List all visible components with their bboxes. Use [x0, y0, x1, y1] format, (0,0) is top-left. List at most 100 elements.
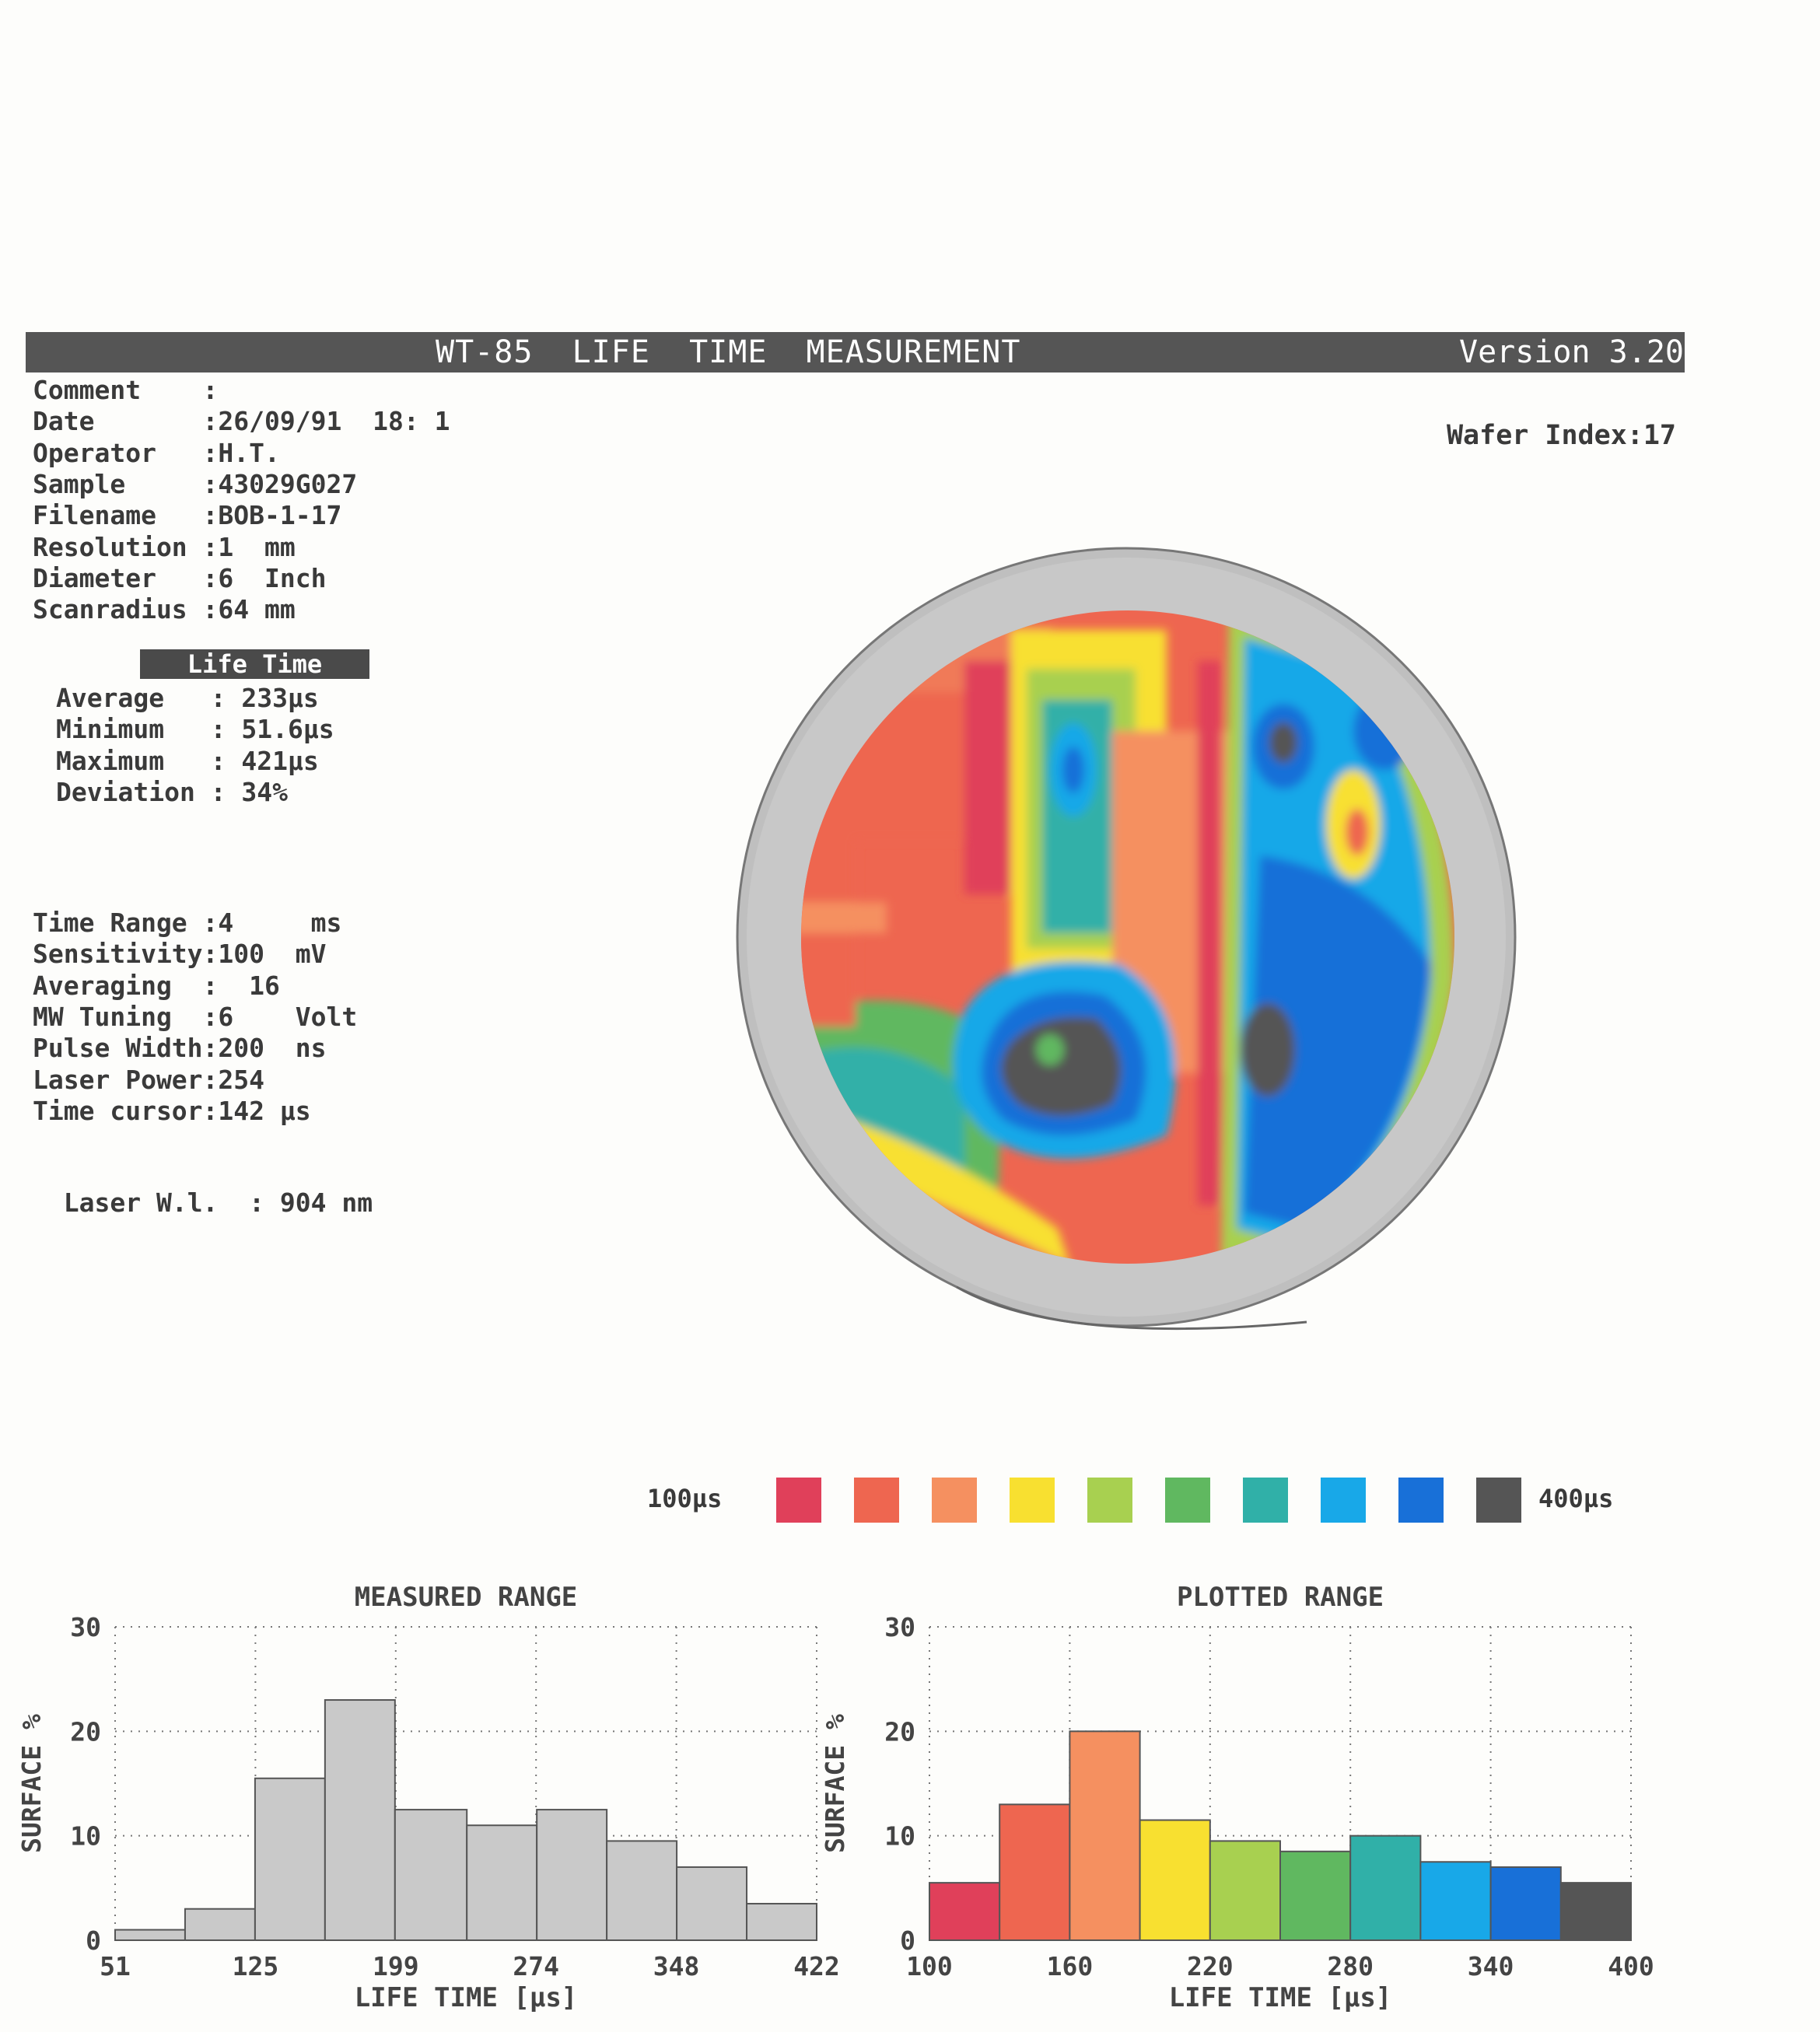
x-tick-label: 348 [653, 1951, 700, 1981]
settings-row: Averaging : 16 [33, 971, 280, 1001]
legend-swatch [1165, 1478, 1210, 1523]
x-tick-label: 125 [233, 1951, 279, 1981]
plotted-range-histogram: PLOTTED RANGE 0 10 20 30 100 160 220 280 340 400 LI… [820, 1582, 1654, 2013]
legend-min-label: 100µs [647, 1484, 723, 1513]
meta-separator: : [202, 500, 219, 531]
x-tick-label: 280 [1327, 1951, 1374, 1981]
y-tick-label: 10 [884, 1821, 915, 1852]
settings-label: MW Tuning [33, 1001, 203, 1032]
legend-max-label: 400µs [1538, 1484, 1614, 1513]
meta-value: 6 Inch [218, 562, 327, 593]
settings-separator: : [202, 1001, 219, 1032]
meta-value: 43029G027 [218, 468, 358, 499]
histogram-bar [536, 1809, 608, 1942]
meta-value: H.T. [218, 437, 280, 468]
histogram-bar [1209, 1840, 1281, 1941]
lifetime-value: 34% [241, 776, 289, 807]
settings-label: Averaging [33, 970, 203, 1001]
x-tick-label: 51 [100, 1951, 131, 1981]
laser-wl-label: Laser W.l. [63, 1187, 234, 1218]
meta-label: Scanradius [33, 594, 203, 625]
laser-wavelength: Laser W.l. : 904 nm [33, 1157, 373, 1218]
lifetime-label: Minimum [56, 714, 195, 745]
legend-swatch [1321, 1478, 1366, 1523]
settings-label: Pulse Width [33, 1033, 203, 1064]
legend-swatch [1010, 1478, 1055, 1523]
histogram-bar [114, 1929, 186, 1942]
settings-separator: : [202, 1064, 219, 1095]
y-axis-label: SURFACE % [820, 1714, 850, 1853]
lifetime-separator: : [194, 745, 242, 776]
meta-value: 64 mm [218, 594, 296, 625]
x-tick-label: 220 [1187, 1951, 1234, 1981]
legend-swatch [854, 1478, 899, 1523]
meta-separator: : [202, 468, 219, 499]
histogram-bar [1139, 1819, 1211, 1941]
meta-label: Date [33, 406, 203, 437]
lifetime-label: Deviation [56, 776, 195, 807]
settings-row: Time cursor:142 µs [33, 1096, 311, 1126]
settings-value: 100 mV [218, 939, 327, 970]
meta-label: Operator [33, 437, 203, 468]
chart-title: MEASURED RANGE [355, 1582, 578, 1613]
lifetime-row: Average : 233µs [56, 683, 319, 713]
meta-separator: : [202, 531, 219, 562]
x-tick-label: 422 [793, 1951, 840, 1981]
legend-swatch [1398, 1478, 1444, 1523]
meta-label: Diameter [33, 562, 203, 593]
legend-swatch [776, 1478, 821, 1523]
lifetime-row: Maximum : 421µs [56, 746, 319, 776]
laser-wl-value: 904 nm [279, 1187, 373, 1218]
meta-label: Comment [33, 375, 203, 405]
version-label: Version 3.20 [1459, 334, 1684, 370]
histogram-bar [1069, 1730, 1141, 1941]
settings-label: Time Range [33, 908, 203, 938]
x-tick-label: 340 [1468, 1951, 1514, 1981]
histogram-bar [324, 1699, 396, 1942]
settings-row: Pulse Width:200 ns [33, 1033, 327, 1063]
lifetime-label: Average [56, 683, 195, 713]
meta-label: Sample [33, 468, 203, 499]
lifetime-row: Minimum : 51.6µs [56, 714, 334, 744]
settings-separator: : [202, 939, 219, 970]
meta-row: Resolution :1 mm [33, 532, 296, 562]
settings-separator: : [202, 1095, 219, 1126]
lifetime-separator: : [194, 714, 242, 745]
meta-separator: : [202, 562, 219, 593]
meta-row: Sample :43029G027 [33, 469, 357, 499]
y-tick-label: 10 [70, 1821, 101, 1852]
lifetime-label: Maximum [56, 745, 195, 776]
x-tick-label: 199 [373, 1951, 419, 1981]
settings-label: Laser Power [33, 1064, 203, 1095]
lifetime-value: 421µs [241, 745, 319, 776]
legend-swatch [1087, 1478, 1132, 1523]
histogram-bar [254, 1777, 326, 1941]
legend-swatch [1476, 1478, 1521, 1523]
meta-value: 26/09/91 18: 1 [218, 406, 450, 437]
settings-separator: : [202, 1033, 219, 1064]
meta-separator: : [202, 375, 219, 405]
histogram-bar [999, 1803, 1071, 1941]
y-axis-label: SURFACE % [16, 1714, 47, 1853]
lifetime-value: 233µs [241, 683, 319, 713]
chart-title: PLOTTED RANGE [1177, 1582, 1384, 1613]
x-tick-label: 100 [906, 1951, 953, 1981]
lifetime-value: 51.6µs [241, 714, 334, 745]
histogram-bar [1559, 1882, 1632, 1941]
x-axis-label: LIFE TIME [µs] [355, 1982, 578, 2013]
header-bar [26, 332, 1685, 372]
settings-row: Laser Power:254 [33, 1065, 264, 1095]
x-tick-label: 160 [1047, 1951, 1094, 1981]
wafer-index: Wafer Index:17 [1446, 420, 1676, 451]
meta-row: Comment : [33, 375, 218, 405]
x-tick-label: 274 [513, 1951, 559, 1981]
page-title: WT-85 LIFE TIME MEASUREMENT [436, 334, 1021, 370]
meta-row: Scanradius :64 mm [33, 594, 296, 624]
histogram-bar [394, 1809, 468, 1942]
histogram-bar [1489, 1866, 1562, 1942]
histogram-bar [1419, 1861, 1492, 1941]
x-axis-label: LIFE TIME [µs] [1169, 1982, 1392, 2013]
settings-label: Time cursor [33, 1095, 203, 1126]
settings-value: 16 [218, 970, 280, 1001]
settings-label: Sensitivity [33, 939, 203, 970]
